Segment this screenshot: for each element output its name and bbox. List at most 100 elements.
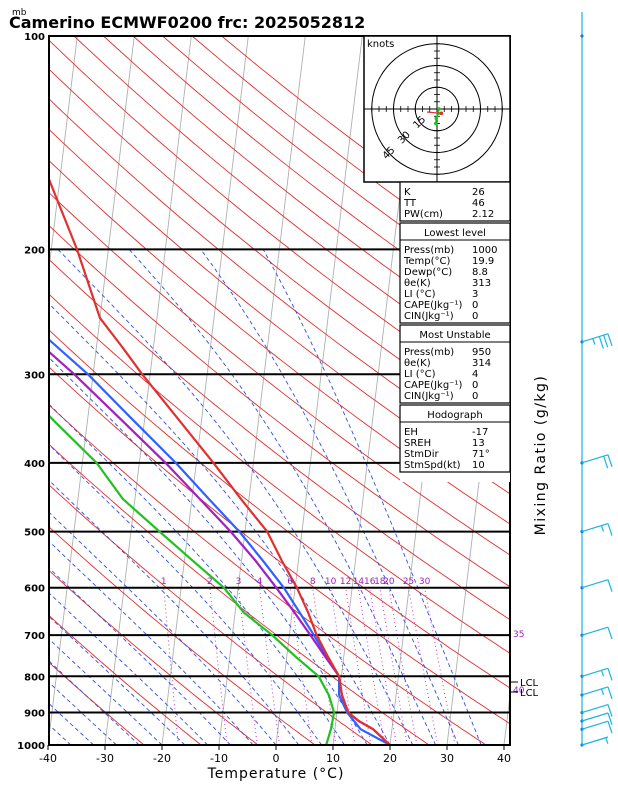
mixing-ratio-line bbox=[379, 587, 408, 745]
indices-box bbox=[399, 181, 511, 222]
dry-adiabat-line bbox=[49, 68, 510, 437]
moist-adiabat-line bbox=[49, 511, 277, 745]
mixing-ratio-label: 12 bbox=[340, 577, 351, 587]
wind-barb-half-flag bbox=[600, 525, 605, 532]
moist-adiabat-line bbox=[49, 540, 254, 745]
wind-barb-flag bbox=[607, 721, 613, 734]
wind-barb-shaft bbox=[581, 626, 609, 636]
indices-row-value: 2.12 bbox=[472, 209, 494, 220]
indices-row-value: 8.8 bbox=[472, 267, 488, 278]
indices-section-title: Lowest level bbox=[424, 228, 486, 239]
indices-row-label: θe(K) bbox=[404, 278, 431, 289]
indices-row-label: θe(K) bbox=[404, 358, 431, 369]
pressure-tick-label: 400 bbox=[24, 459, 45, 470]
indices-row-label: StmSpd(kt) bbox=[404, 460, 461, 471]
mixing-ratio-label: 1 bbox=[161, 577, 167, 587]
dry-adiabat-line bbox=[49, 39, 510, 409]
indices-row-value: 4 bbox=[472, 369, 478, 380]
moist-adiabat-line bbox=[49, 403, 345, 745]
wind-barb-shaft bbox=[581, 686, 609, 696]
indices-row-label: SREH bbox=[404, 438, 431, 449]
wind-barb-flag bbox=[603, 456, 609, 469]
dry-adiabat-line bbox=[49, 329, 510, 689]
indices-box bbox=[399, 404, 511, 473]
dry-adiabat-line bbox=[49, 484, 373, 745]
temperature-tick-label: 0 bbox=[273, 752, 280, 765]
indices-row-value: -17 bbox=[472, 427, 488, 438]
temperature-tick-label: 20 bbox=[383, 752, 397, 765]
indices-row-label: CAPE(Jkg⁻¹) bbox=[404, 380, 462, 391]
indices-panel: K 26 TT 46 PW(cm) 2.12 Lowest level Press(mb) 10… bbox=[399, 181, 511, 482]
wind-barb-shaft bbox=[581, 522, 609, 533]
mixing-ratio-line bbox=[259, 587, 280, 745]
indices-row-label: LI (°C) bbox=[404, 289, 436, 300]
indices-row-value: 0 bbox=[472, 391, 478, 402]
indices-row-value: 10 bbox=[472, 460, 485, 471]
indices-section-title: Most Unstable bbox=[419, 330, 490, 341]
pressure-tick-label: 800 bbox=[24, 672, 45, 683]
moist-adiabat-line bbox=[49, 660, 140, 745]
wind-barb-flag bbox=[607, 668, 613, 681]
indices-row-label: PW(cm) bbox=[404, 209, 443, 220]
indices-row-label: Press(mb) bbox=[404, 245, 454, 256]
mixing-ratio-label: 25 bbox=[403, 577, 414, 587]
indices-row-value: 314 bbox=[472, 358, 491, 369]
wind-barb-flag bbox=[607, 712, 613, 726]
hodograph-point bbox=[437, 107, 441, 111]
profile-line bbox=[49, 414, 336, 745]
indices-row-value: 0 bbox=[472, 380, 478, 391]
indices-box bbox=[399, 324, 511, 404]
temperature-tick-label: -20 bbox=[153, 752, 171, 765]
indices-row-value: 26 bbox=[472, 187, 485, 198]
storm-motion-point bbox=[439, 111, 444, 116]
wind-barb-shaft bbox=[581, 579, 609, 589]
moist-adiabat-line bbox=[49, 479, 300, 745]
pressure-tick-label: 1000 bbox=[17, 741, 45, 752]
dry-adiabat-line bbox=[49, 128, 510, 495]
indices-box bbox=[399, 222, 511, 324]
pressure-tick-label: 600 bbox=[24, 584, 45, 595]
indices-row-label: K bbox=[404, 187, 411, 198]
profiles bbox=[49, 176, 391, 745]
wetbulb-label: 35 bbox=[513, 630, 524, 640]
indices-row-value: 1000 bbox=[472, 245, 497, 256]
wind-barb-flag bbox=[603, 334, 609, 348]
mixing-ratio-axis-label: Mixing Ratio (g/kg) bbox=[533, 375, 549, 536]
moist-adiabat-line bbox=[0, 249, 48, 745]
moist-adiabat-line bbox=[49, 638, 163, 745]
mixing-ratio-line bbox=[238, 587, 258, 745]
moist-adiabat-line bbox=[49, 681, 117, 745]
background-lines bbox=[0, 36, 510, 745]
isotherm-line bbox=[104, 36, 192, 745]
mixing-ratio-label: 10 bbox=[325, 577, 337, 587]
wind-barb-half-flag bbox=[600, 670, 605, 677]
temperature-tick-label: -40 bbox=[39, 752, 57, 765]
wind-barb-flag bbox=[607, 626, 613, 640]
pressure-tick-label: 700 bbox=[24, 631, 45, 642]
lcl-label: LCL bbox=[520, 688, 539, 699]
indices-row-value: 71° bbox=[472, 449, 490, 460]
mixing-ratio-label: 8 bbox=[310, 577, 316, 587]
wetbulb-label: 40 bbox=[513, 686, 525, 696]
wind-barb-flag bbox=[598, 336, 604, 349]
isotherm-line bbox=[0, 36, 20, 745]
indices-row-label: EH bbox=[404, 427, 418, 438]
storm-motion-vector bbox=[426, 111, 442, 114]
chart-title: Camerino ECMWF0200 frc: 2025052812 bbox=[9, 13, 365, 32]
dry-adiabat-line bbox=[49, 224, 510, 588]
wind-barb-shaft bbox=[581, 720, 609, 730]
indices-section-title: Hodograph bbox=[427, 410, 482, 421]
indices-row-label: TT bbox=[403, 198, 417, 209]
pressure-tick-label: 100 bbox=[24, 32, 45, 43]
indices-row-label: LI (°C) bbox=[404, 369, 436, 380]
lcl-label: LCL bbox=[520, 678, 539, 689]
mixing-ratio-label: 6 bbox=[287, 577, 293, 587]
wind-barb-half-flag bbox=[592, 338, 596, 345]
temperature-tick-label: 30 bbox=[440, 752, 454, 765]
pressure-tick-label: 300 bbox=[24, 370, 45, 381]
wind-barb-flag bbox=[607, 579, 613, 592]
temperature-tick-label: 10 bbox=[326, 752, 340, 765]
